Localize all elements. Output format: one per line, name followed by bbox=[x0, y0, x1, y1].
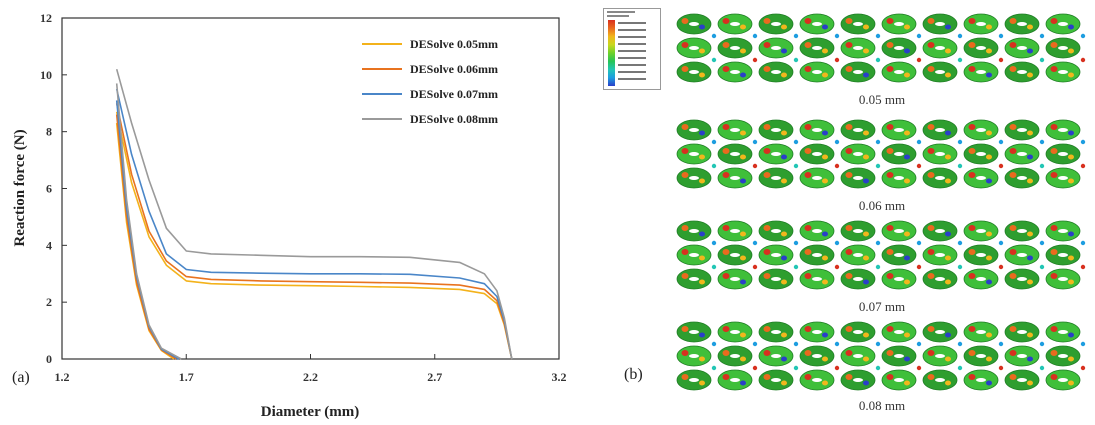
stent-caption: 0.08 mm bbox=[858, 398, 906, 413]
contour-legend-header bbox=[607, 11, 635, 13]
fea-stress-panel: 0.05 mm 0.06 mm 0.07 mm 0.08 mm (b) bbox=[600, 0, 1095, 425]
y-tick-label: 6 bbox=[46, 182, 52, 196]
legend-label: DESolve 0.05mm bbox=[410, 37, 498, 51]
x-tick-label: 2.2 bbox=[303, 370, 318, 384]
y-tick-label: 4 bbox=[46, 238, 52, 252]
x-axis-ticks: 1.2 1.7 2.2 2.7 3.2 bbox=[55, 354, 567, 384]
legend-label: DESolve 0.07mm bbox=[410, 87, 498, 101]
x-tick-label: 1.2 bbox=[55, 370, 70, 384]
stent-caption: 0.06 mm bbox=[858, 198, 906, 213]
series-line-loading bbox=[115, 88, 513, 360]
legend: DESolve 0.05mm DESolve 0.06mm DESolve 0.07… bbox=[362, 37, 498, 126]
x-axis-title: Diameter (mm) bbox=[261, 404, 359, 420]
panel-b-label: (b) bbox=[624, 366, 643, 383]
stent-caption: 0.05 mm bbox=[858, 92, 906, 107]
series-line-unloading bbox=[115, 123, 175, 360]
line-chart: 1.2 1.7 2.2 2.7 3.2 0 2 4 6 8 10 12 DESolve 0.05mm… bbox=[12, 11, 567, 420]
panel-a-label: (a) bbox=[12, 369, 30, 386]
stent-caption: 0.07 mm bbox=[858, 299, 906, 314]
legend-label: DESolve 0.08mm bbox=[410, 112, 498, 126]
x-tick-label: 3.2 bbox=[552, 370, 567, 384]
x-tick-label: 1.7 bbox=[179, 370, 194, 384]
y-tick-label: 2 bbox=[46, 295, 52, 309]
y-tick-label: 8 bbox=[46, 125, 52, 139]
series-lines bbox=[115, 68, 513, 360]
legend-label: DESolve 0.06mm bbox=[410, 62, 498, 76]
contour-color-bar bbox=[608, 20, 615, 86]
stent-contour-image bbox=[672, 12, 1092, 84]
y-axis-ticks: 0 2 4 6 8 10 12 bbox=[40, 11, 67, 366]
stent-result-0.07: 0.07 mm bbox=[672, 219, 1092, 314]
series-line-loading bbox=[115, 111, 513, 360]
stent-result-0.05: 0.05 mm bbox=[672, 12, 1092, 107]
stent-result-0.06: 0.06 mm bbox=[672, 118, 1092, 213]
contour-value-marks bbox=[618, 22, 646, 80]
stent-contour-image bbox=[672, 219, 1092, 291]
series-line-loading bbox=[115, 68, 513, 360]
y-axis-title: Reaction force (N) bbox=[12, 129, 28, 246]
series-line-unloading bbox=[115, 83, 182, 360]
contour-legend-subheader bbox=[607, 15, 629, 17]
contour-legend bbox=[603, 8, 661, 90]
series-line-loading bbox=[115, 103, 513, 360]
stent-result-0.08: 0.08 mm bbox=[672, 320, 1092, 413]
y-tick-label: 12 bbox=[40, 11, 52, 25]
stent-contour-image bbox=[672, 118, 1092, 190]
stent-contour-image bbox=[672, 320, 1092, 392]
x-tick-label: 2.7 bbox=[427, 370, 442, 384]
y-tick-label: 0 bbox=[46, 352, 52, 366]
y-tick-label: 10 bbox=[40, 68, 52, 82]
